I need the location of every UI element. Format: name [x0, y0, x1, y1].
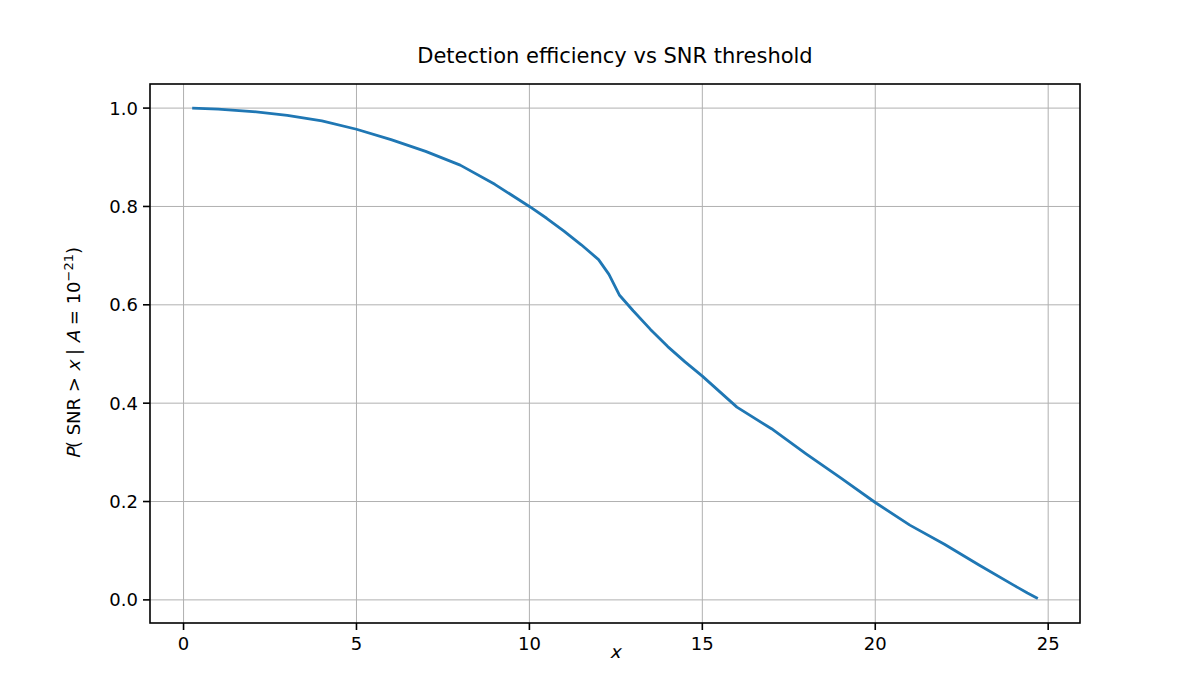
y-axis-label-text: x: [63, 361, 84, 372]
y-tick-label: 0.2: [109, 491, 138, 512]
y-axis-label-text: P: [63, 448, 84, 459]
y-axis-label-text: ( SNR: [63, 392, 84, 448]
y-tick-label: 0.0: [109, 589, 138, 610]
y-tick-label: 0.4: [109, 393, 138, 414]
y-tick-label: 1.0: [109, 98, 138, 119]
x-axis-label: x: [150, 641, 1080, 662]
y-tick-label: 0.8: [109, 196, 138, 217]
y-axis-label-text: >: [63, 371, 84, 392]
plot-area: 05101520250.00.20.40.60.81.0: [0, 0, 1200, 700]
y-tick-label: 0.6: [109, 294, 138, 315]
y-axis-label-text: |: [63, 343, 84, 361]
y-axis-label: P( SNR > x | A = 10−21): [61, 247, 84, 459]
y-axis-label-exponent: −21: [61, 254, 76, 281]
y-axis-label-text: ): [63, 247, 84, 254]
y-axis-label-text: = 10: [63, 281, 84, 330]
figure: 05101520250.00.20.40.60.81.0 Detection e…: [0, 0, 1200, 700]
y-axis-label-text: A: [63, 331, 84, 343]
chart-title: Detection efficiency vs SNR threshold: [150, 44, 1080, 68]
